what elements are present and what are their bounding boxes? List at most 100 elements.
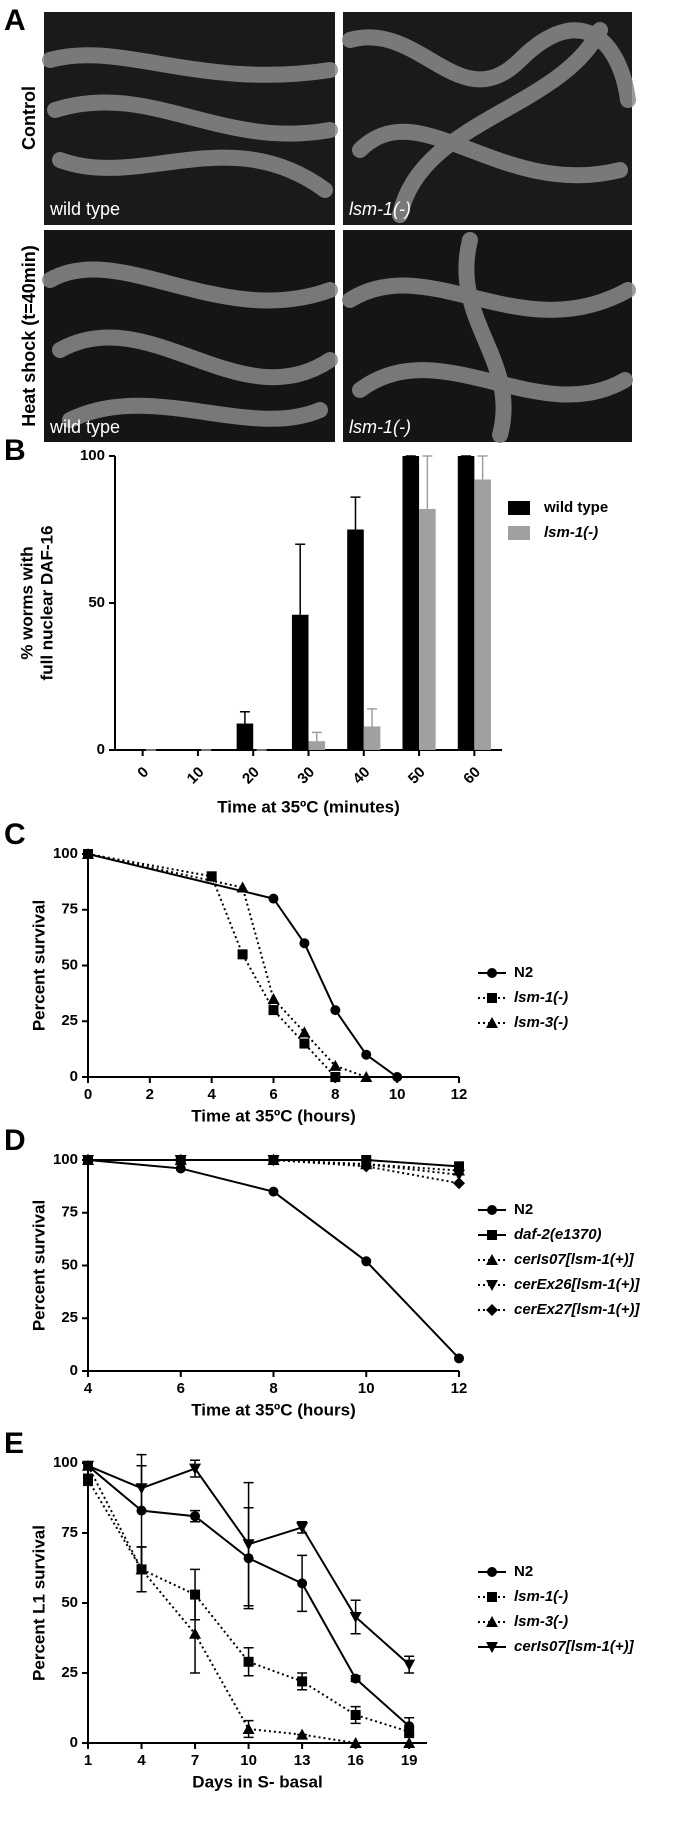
marker — [350, 1710, 361, 1720]
marker — [268, 1005, 279, 1016]
y-tick-label: 100 — [53, 1454, 78, 1471]
marker — [83, 1474, 93, 1485]
legend-label: N2 — [514, 1563, 533, 1580]
x-tick-label: 6 — [177, 1380, 185, 1397]
legend-label: cerIs07[lsm-1(+)] — [514, 1251, 635, 1268]
row-label: Control — [19, 86, 39, 150]
x-tick-label: 10 — [184, 764, 208, 788]
marker — [297, 1676, 308, 1687]
panel-letter: E — [4, 1427, 24, 1460]
marker — [487, 968, 497, 978]
error-bar — [239, 711, 250, 724]
y-axis-label: Percent survival — [29, 1200, 48, 1331]
marker — [329, 1059, 342, 1071]
x-tick-label: 4 — [207, 1086, 216, 1103]
bar — [308, 741, 326, 750]
marker — [486, 1254, 498, 1265]
marker — [296, 1728, 309, 1740]
series-line — [87, 853, 367, 1078]
legend-label: cerEx27[lsm-1(+)] — [514, 1301, 640, 1318]
marker — [267, 992, 280, 1004]
marker — [299, 938, 310, 949]
marker — [268, 893, 279, 904]
x-axis-label: Time at 35ºC (minutes) — [217, 797, 400, 816]
marker — [206, 871, 217, 882]
panel-letter: A — [4, 4, 26, 37]
x-axis-label: Time at 35ºC (hours) — [191, 1400, 356, 1419]
x-tick-label: 7 — [191, 1752, 199, 1769]
marker — [242, 1539, 255, 1551]
panel-letter: B — [4, 434, 26, 467]
x-tick-label: 8 — [331, 1086, 339, 1103]
x-tick-label: 0 — [134, 764, 152, 782]
error-bar — [350, 496, 361, 530]
y-tick-label: 50 — [61, 956, 78, 973]
error-bar — [295, 543, 306, 615]
y-tick-label: 75 — [61, 1524, 78, 1541]
marker — [392, 1072, 403, 1082]
series-line — [87, 853, 337, 1078]
image-caption: lsm-1(-) — [349, 417, 411, 437]
x-tick-label: 4 — [84, 1380, 93, 1397]
worms — [42, 22, 636, 443]
marker — [82, 848, 94, 859]
marker — [243, 1656, 254, 1667]
bar — [291, 614, 309, 750]
bar — [347, 529, 364, 750]
legend-label: wild type — [543, 499, 608, 516]
marker — [267, 1154, 280, 1166]
x-axis-label: Time at 35ºC (hours) — [191, 1106, 356, 1125]
marker — [487, 993, 497, 1003]
y-axis-label: Percent L1 survival — [29, 1525, 48, 1681]
marker — [487, 1230, 497, 1240]
marker — [453, 1169, 465, 1181]
bar — [474, 479, 491, 750]
y-tick-label: 0 — [70, 1734, 78, 1751]
x-tick-label: 16 — [347, 1752, 364, 1769]
x-tick-label: 60 — [460, 764, 484, 788]
x-tick-label: 10 — [240, 1752, 257, 1769]
bar — [457, 456, 475, 750]
x-tick-label: 50 — [405, 764, 429, 788]
legend-label: lsm-3(-) — [514, 1613, 568, 1630]
y-tick-label: 25 — [61, 1309, 78, 1326]
legend-label: lsm-1(-) — [514, 989, 568, 1006]
marker — [349, 1737, 362, 1748]
y-tick-label: 100 — [80, 447, 105, 464]
image-caption: wild type — [49, 417, 120, 437]
marker — [486, 1304, 498, 1316]
legend-label: lsm-1(-) — [544, 524, 598, 541]
bar — [236, 723, 254, 750]
marker — [175, 1163, 186, 1174]
x-tick-label: 12 — [451, 1380, 468, 1397]
y-tick-label: 100 — [53, 1151, 78, 1168]
y-tick-label: 25 — [61, 1664, 78, 1681]
y-tick-label: 50 — [88, 594, 105, 611]
bar — [402, 456, 420, 750]
marker — [237, 949, 248, 960]
marker — [486, 1017, 498, 1028]
x-tick-label: 30 — [294, 764, 318, 788]
marker — [487, 1205, 497, 1215]
x-tick-label: 6 — [269, 1086, 277, 1103]
bar — [363, 726, 381, 750]
marker — [350, 1673, 361, 1684]
panel-letter: D — [4, 1124, 26, 1157]
marker — [361, 1049, 372, 1060]
y-tick-label: 0 — [70, 1362, 78, 1379]
marker — [296, 1522, 309, 1534]
error-bar — [311, 731, 322, 742]
marker — [174, 1154, 187, 1166]
marker — [135, 1563, 148, 1575]
marker — [330, 1072, 341, 1082]
marker — [236, 881, 249, 893]
y-tick-label: 100 — [53, 845, 78, 862]
legend-label: cerEx26[lsm-1(+)] — [514, 1276, 640, 1293]
x-tick-label: 13 — [294, 1752, 311, 1769]
x-tick-label: 40 — [350, 764, 374, 788]
marker — [403, 1659, 416, 1671]
x-tick-label: 12 — [451, 1086, 468, 1103]
y-tick-label: 50 — [61, 1256, 78, 1273]
y-axis-label: Percent survival — [29, 900, 48, 1031]
